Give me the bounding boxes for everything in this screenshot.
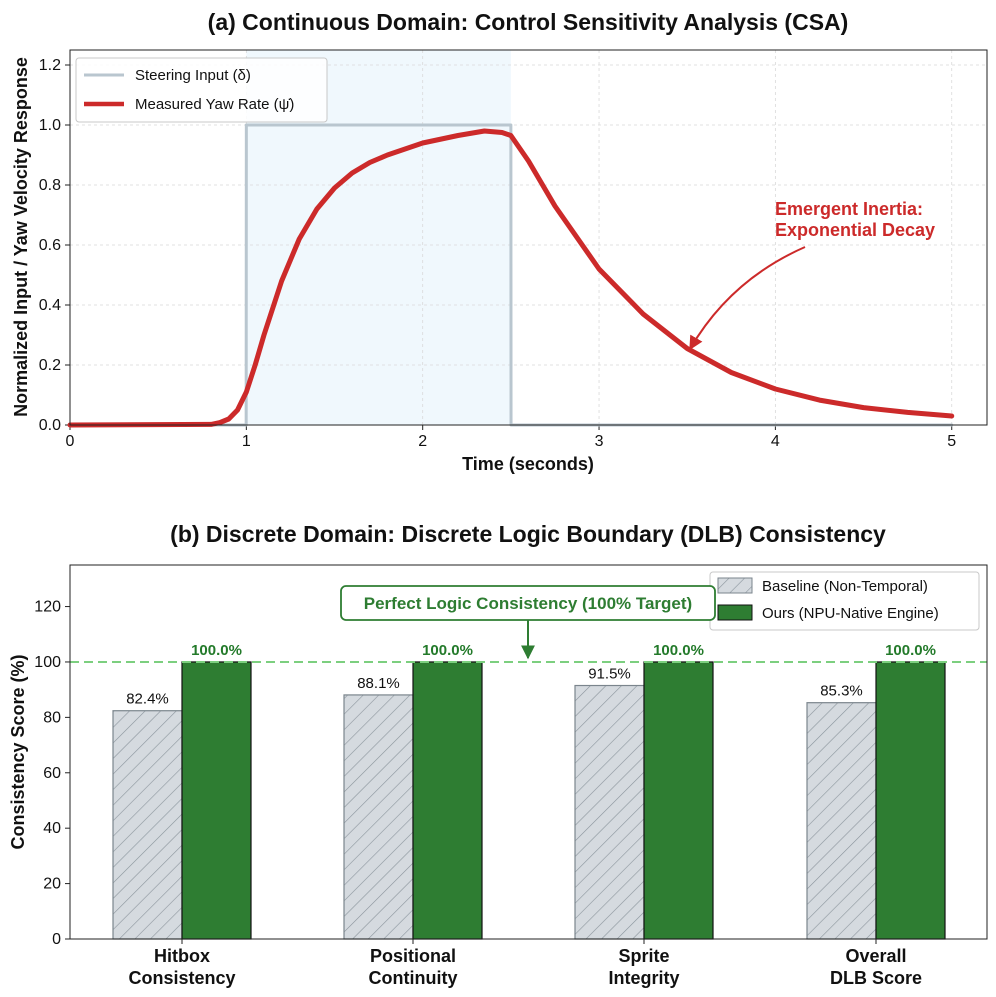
panel-b-plot-area: 0 20 40 60 80 100 120 82.4% 100.0% HitboxConsiste… bbox=[34, 599, 987, 988]
x-tick-label: 4 bbox=[771, 433, 780, 450]
y-tick-label: 0.0 bbox=[39, 417, 61, 434]
category-label-line2: Continuity bbox=[369, 968, 458, 988]
baseline-bar bbox=[574, 684, 645, 940]
x-tick-label: 2 bbox=[418, 433, 427, 450]
y-tick-label: 0.6 bbox=[39, 237, 61, 254]
panel-a-annotation: Emergent Inertia: Exponential Decay bbox=[689, 199, 935, 351]
panel-b-ylabel: Consistency Score (%) bbox=[8, 654, 28, 849]
legend-steering-label: Steering Input (δ) bbox=[135, 67, 251, 84]
panel-a-title: (a) Continuous Domain: Control Sensitivi… bbox=[208, 9, 849, 35]
x-tick-label: 0 bbox=[66, 433, 75, 450]
panel-a-xlabel: Time (seconds) bbox=[462, 454, 594, 474]
baseline-bar bbox=[112, 710, 183, 940]
panel-a-ylabel: Normalized Input / Yaw Velocity Response bbox=[11, 57, 31, 417]
panel-b-annotation: Perfect Logic Consistency (100% Target) bbox=[340, 585, 716, 660]
category-label-line2: Consistency bbox=[128, 968, 235, 988]
y-tick-label: 0 bbox=[52, 931, 61, 948]
panel-b-title: (b) Discrete Domain: Discrete Logic Boun… bbox=[170, 521, 886, 547]
annotation-text: Perfect Logic Consistency (100% Target) bbox=[364, 594, 692, 613]
x-tick-label: 5 bbox=[947, 433, 956, 450]
y-tick-label: 120 bbox=[34, 599, 61, 616]
steering-input-line bbox=[68, 123, 954, 427]
category-label-line1: Overall bbox=[845, 946, 906, 966]
x-tick-label: 1 bbox=[242, 433, 251, 450]
ours-value-label: 100.0% bbox=[191, 642, 242, 659]
category-label-line2: DLB Score bbox=[830, 968, 922, 988]
y-tick-label: 1.2 bbox=[39, 57, 61, 74]
y-tick-label: 1.0 bbox=[39, 117, 61, 134]
ours-bar bbox=[181, 661, 252, 940]
annotation-line2: Exponential Decay bbox=[775, 220, 935, 240]
legend-ours-swatch bbox=[717, 604, 753, 621]
baseline-value-label: 82.4% bbox=[126, 691, 169, 708]
category-label-line2: Integrity bbox=[608, 968, 679, 988]
baseline-bar bbox=[343, 694, 414, 940]
y-tick-label: 100 bbox=[34, 654, 61, 671]
panel-a-legend: Steering Input (δ) Measured Yaw Rate (ψ̇… bbox=[75, 57, 328, 123]
category-label-line1: Sprite bbox=[618, 946, 669, 966]
ours-value-label: 100.0% bbox=[885, 642, 936, 659]
panel-a-plot-area: 0 1 2 3 4 5 0.0 0.2 0.4 0.6 0.8 1.0 1.2 bbox=[39, 50, 987, 450]
ours-bar bbox=[643, 661, 714, 940]
ours-value-label: 100.0% bbox=[422, 642, 473, 659]
baseline-value-label: 91.5% bbox=[588, 666, 631, 683]
y-tick-label: 60 bbox=[43, 765, 61, 782]
yaw-rate-line bbox=[67, 128, 955, 428]
baseline-value-label: 88.1% bbox=[357, 675, 400, 692]
baseline-bar bbox=[806, 702, 877, 940]
legend-baseline-swatch bbox=[717, 577, 753, 594]
y-tick-label: 40 bbox=[43, 820, 61, 837]
panel-a: (a) Continuous Domain: Control Sensitivi… bbox=[11, 9, 988, 474]
legend-ours-label: Ours (NPU-Native Engine) bbox=[762, 605, 939, 622]
legend-yaw-label: Measured Yaw Rate (ψ̇) bbox=[135, 96, 294, 113]
y-tick-label: 0.8 bbox=[39, 177, 61, 194]
ours-bar bbox=[412, 661, 483, 940]
panel-b-legend: Baseline (Non-Temporal) Ours (NPU-Native… bbox=[709, 571, 980, 631]
y-tick-label: 0.2 bbox=[39, 357, 61, 374]
category-label-line1: Positional bbox=[370, 946, 456, 966]
annotation-arrow bbox=[689, 246, 806, 351]
panel-a-frame bbox=[69, 49, 988, 426]
x-tick-label: 3 bbox=[595, 433, 604, 450]
y-tick-label: 0.4 bbox=[39, 297, 61, 314]
ours-value-label: 100.0% bbox=[653, 642, 704, 659]
panel-a-legend-box bbox=[75, 57, 328, 123]
baseline-value-label: 85.3% bbox=[820, 683, 863, 700]
annotation-line1: Emergent Inertia: bbox=[775, 199, 923, 219]
legend-baseline-label: Baseline (Non-Temporal) bbox=[762, 578, 928, 595]
panel-b: (b) Discrete Domain: Discrete Logic Boun… bbox=[8, 521, 988, 988]
y-tick-label: 80 bbox=[43, 709, 61, 726]
panel-b-frame bbox=[69, 564, 988, 940]
y-tick-label: 20 bbox=[43, 876, 61, 893]
ours-bar bbox=[875, 661, 946, 940]
category-label-line1: Hitbox bbox=[154, 946, 210, 966]
